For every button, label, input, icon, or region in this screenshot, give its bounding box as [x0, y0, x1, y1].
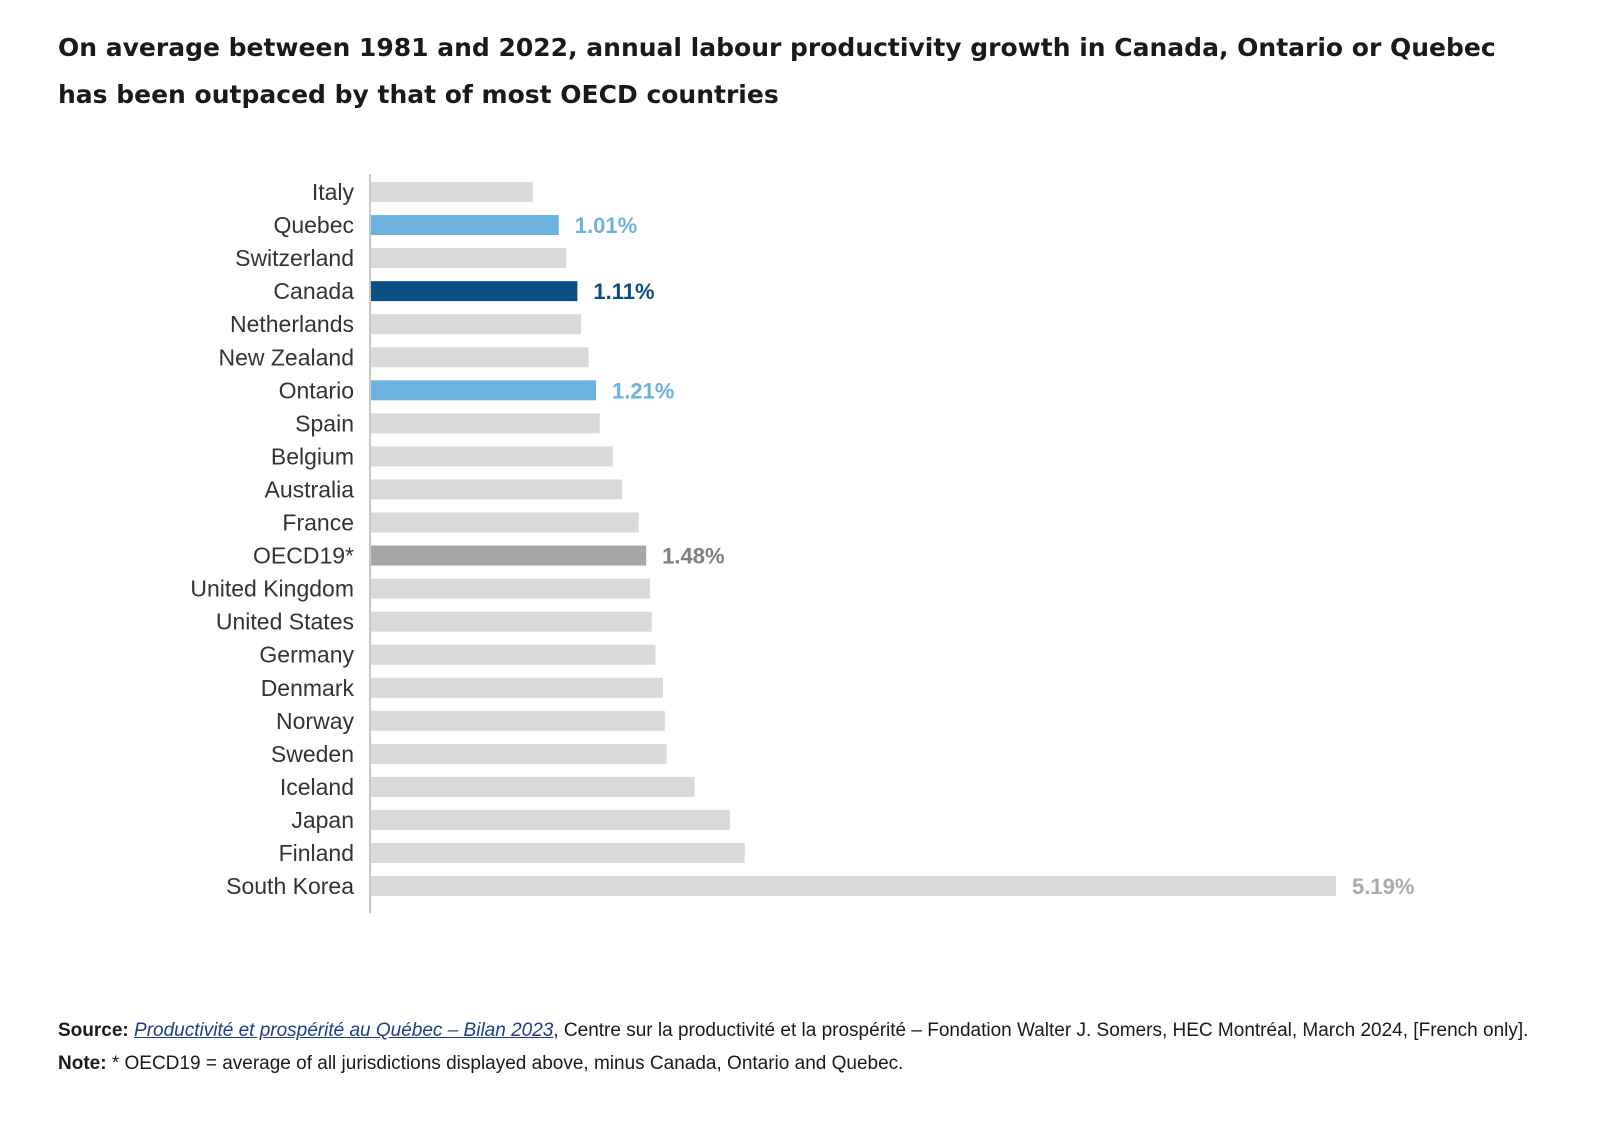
- category-label: Netherlands: [230, 311, 354, 337]
- category-label: Quebec: [273, 212, 354, 238]
- bar-france: [371, 512, 639, 533]
- category-label: Sweden: [271, 741, 354, 767]
- bar-italy: [371, 182, 533, 202]
- category-label: United States: [216, 609, 354, 635]
- bar-australia: [371, 479, 623, 500]
- category-label: Finland: [279, 840, 354, 866]
- footer: Source: Productivité et prospérité au Qu…: [58, 1014, 1558, 1080]
- category-label: Switzerland: [235, 245, 354, 271]
- data-label: 5.19%: [1352, 874, 1414, 899]
- category-label: Germany: [259, 642, 354, 668]
- category-label: Spain: [295, 410, 354, 436]
- bar-norway: [371, 710, 665, 731]
- bar-canada: [371, 281, 578, 302]
- bar-oecd19: [371, 545, 647, 566]
- category-label: United Kingdom: [190, 576, 354, 602]
- category-label: Canada: [273, 278, 354, 304]
- bar-sweden: [371, 743, 667, 764]
- bar-denmark: [371, 677, 663, 698]
- bar-new-zealand: [371, 347, 589, 368]
- category-label: Australia: [265, 476, 355, 502]
- category-label: South Korea: [226, 873, 354, 899]
- note-text: * OECD19 = average of all jurisdictions …: [106, 1053, 904, 1074]
- category-label: OECD19*: [253, 543, 354, 569]
- bar-south-korea: [371, 876, 1336, 897]
- source-link[interactable]: Productivité et prospérité au Québec – B…: [134, 1020, 554, 1041]
- bar-ontario: [371, 380, 596, 401]
- category-label: Italy: [312, 179, 355, 205]
- category-label: Japan: [291, 807, 354, 833]
- bar-united-kingdom: [371, 578, 650, 599]
- data-label: 1.21%: [612, 378, 674, 403]
- data-label: 1.01%: [575, 213, 637, 238]
- category-label: Denmark: [261, 675, 355, 701]
- category-label: Iceland: [280, 774, 354, 800]
- category-label: Norway: [276, 708, 354, 734]
- bar-united-states: [371, 611, 652, 632]
- data-label: 1.11%: [593, 279, 654, 304]
- bar-finland: [371, 843, 745, 863]
- category-label: Ontario: [279, 377, 354, 403]
- chart-title: On average between 1981 and 2022, annual…: [58, 33, 1496, 109]
- bar-spain: [371, 413, 600, 434]
- category-label: Belgium: [271, 443, 354, 469]
- source-rest: , Centre sur la productivité et la prosp…: [553, 1020, 1529, 1041]
- bar-germany: [371, 644, 656, 665]
- category-label: France: [282, 510, 354, 536]
- bar-quebec: [371, 215, 559, 236]
- source-label: Source:: [58, 1020, 129, 1041]
- source-line: Source: Productivité et prospérité au Qu…: [58, 1014, 1558, 1047]
- note-line: Note: * OECD19 = average of all jurisdic…: [58, 1047, 1558, 1080]
- bar-chart: Italy Quebec 1.01% Switzerland Canada 1.11% Ne…: [190, 174, 1414, 914]
- bar-japan: [371, 809, 730, 830]
- bar-netherlands: [371, 314, 582, 335]
- bar-switzerland: [371, 248, 567, 269]
- bar-iceland: [371, 776, 695, 797]
- data-label: 1.48%: [662, 544, 724, 569]
- category-label: New Zealand: [218, 344, 354, 370]
- bar-belgium: [371, 446, 613, 467]
- bars-group: Italy Quebec 1.01% Switzerland Canada 1.11% Ne…: [190, 179, 1414, 899]
- note-label: Note:: [58, 1053, 107, 1074]
